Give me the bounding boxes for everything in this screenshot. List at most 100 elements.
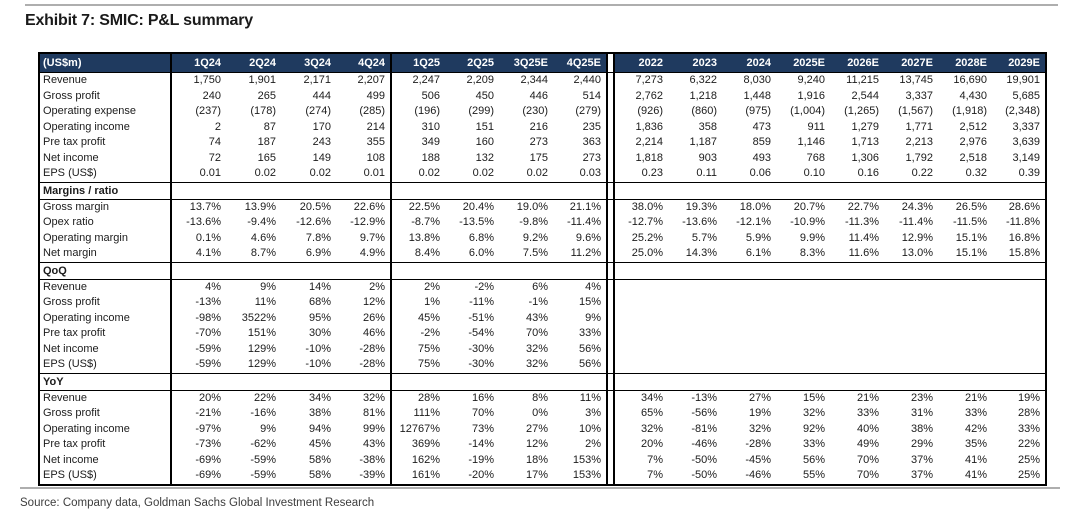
value-cell: 3% <box>585 407 601 419</box>
value-cell: 151% <box>247 327 276 339</box>
value-cell: 73% <box>471 422 494 435</box>
value-cell: -46% <box>691 438 717 450</box>
value-cell: 903 <box>698 151 717 164</box>
value-cell: 20.5% <box>299 200 331 213</box>
column-header: 2022 <box>614 53 668 73</box>
row-label: Net income <box>43 342 99 355</box>
value-cell <box>668 326 722 342</box>
row-label: Net income <box>43 151 99 164</box>
value-cell: -11.3% <box>844 216 879 228</box>
value-cell: 81% <box>362 407 385 419</box>
table-row: EPS (US$) -59% 129% -10% -28% 75% -30% 32% 56% <box>39 357 1046 373</box>
row-label: EPS (US$) <box>43 358 97 370</box>
section-header: YoY <box>39 372 171 391</box>
value-cell: 1,713 <box>851 136 879 148</box>
value-cell <box>992 295 1046 311</box>
value-cell: 310 <box>390 119 445 135</box>
value-cell: -21% <box>170 406 226 422</box>
block-gap <box>606 341 615 357</box>
value-cell: -8.7% <box>390 215 445 231</box>
value-cell: 0.23 <box>641 167 663 179</box>
value-cell: 18.0% <box>739 200 771 213</box>
value-cell <box>992 357 1046 373</box>
section-cell <box>722 261 776 280</box>
block-gap <box>606 310 615 326</box>
table-row: Gross profit 240 265 444 499 506 450 446 514 2,76… <box>39 88 1046 104</box>
value-cell: 0.1% <box>170 230 226 246</box>
value-cell: 9% <box>260 422 276 435</box>
value-cell: 58% <box>308 453 331 466</box>
value-cell: 34% <box>308 391 331 404</box>
value-cell: 18% <box>525 453 548 466</box>
section-cell <box>614 261 668 280</box>
value-cell: 32% <box>525 342 548 355</box>
section-cell <box>170 181 226 200</box>
section-cell <box>668 181 722 200</box>
value-cell: 42% <box>964 422 987 435</box>
section-cell <box>553 181 607 200</box>
value-cell: (1,004) <box>790 105 825 117</box>
value-cell: (975) <box>745 105 771 117</box>
section-cell <box>776 181 830 200</box>
column-header: 2Q25 <box>445 53 499 73</box>
value-cell: 14.3% <box>685 247 717 259</box>
value-cell <box>884 295 938 311</box>
value-cell: 0.01 <box>170 166 226 182</box>
value-cell: -97% <box>170 421 226 437</box>
value-cell <box>614 311 668 327</box>
value-cell <box>776 357 830 373</box>
row-label: Opex ratio <box>43 216 94 228</box>
row-label: Revenue <box>43 391 88 404</box>
value-cell: 0.03 <box>579 167 601 179</box>
value-cell: 16,690 <box>953 74 987 86</box>
value-cell: 0.32 <box>965 167 987 179</box>
value-cell: 15.8% <box>1008 247 1040 259</box>
section-cell <box>614 181 668 200</box>
value-cell <box>722 326 776 342</box>
value-cell: -11.5% <box>952 216 987 228</box>
value-cell: 41% <box>964 453 987 466</box>
section-cell <box>668 261 722 280</box>
section-cell <box>553 261 607 280</box>
pnl-table: (US$m) 1Q24 2Q24 3Q24 4Q24 1Q25 2Q25 3Q25E 4Q25E… <box>38 52 1047 486</box>
value-cell: 20% <box>640 438 663 450</box>
value-cell: 0.02 <box>390 166 445 182</box>
value-cell: -14% <box>468 438 494 450</box>
value-cell <box>938 326 992 342</box>
row-label: Operating income <box>43 120 130 133</box>
block-gap <box>606 421 615 437</box>
value-cell: 75% <box>390 357 445 373</box>
value-cell: -73% <box>170 437 226 453</box>
value-cell: 75% <box>390 341 445 357</box>
value-cell: -11.8% <box>1005 216 1040 228</box>
table-row: Pre tax profit -70% 151% 30% 46% -2% -54% 70% 33… <box>39 326 1046 342</box>
value-cell: 1,218 <box>689 89 717 102</box>
section-cell <box>499 372 553 391</box>
block-gap <box>606 261 615 280</box>
value-cell: 26% <box>362 311 385 324</box>
block-gap <box>606 72 615 89</box>
value-cell: 15% <box>802 391 825 404</box>
section-cell <box>938 372 992 391</box>
value-cell: 20% <box>170 390 226 406</box>
row-label: Gross profit <box>43 296 100 308</box>
value-cell: (196) <box>390 104 445 120</box>
value-cell: 15.1% <box>955 231 987 244</box>
value-cell: 3,639 <box>1012 136 1040 148</box>
column-header: 1Q24 <box>170 53 226 73</box>
value-cell: -2% <box>474 280 494 293</box>
value-cell: 0.39 <box>1018 167 1040 179</box>
value-cell: -81% <box>691 422 717 435</box>
value-cell: 12767% <box>390 421 445 437</box>
value-cell: 9.2% <box>522 231 548 244</box>
section-cell <box>170 372 226 391</box>
value-cell: 2% <box>585 438 601 450</box>
column-header: 2029E <box>992 53 1046 73</box>
value-cell: 22% <box>1017 438 1040 450</box>
value-cell: 20.7% <box>793 200 825 213</box>
value-cell: 0.11 <box>696 167 717 179</box>
value-cell: 46% <box>362 327 385 339</box>
column-header: 3Q24 <box>281 53 336 73</box>
block-gap <box>606 215 615 231</box>
value-cell: (274) <box>305 105 331 117</box>
